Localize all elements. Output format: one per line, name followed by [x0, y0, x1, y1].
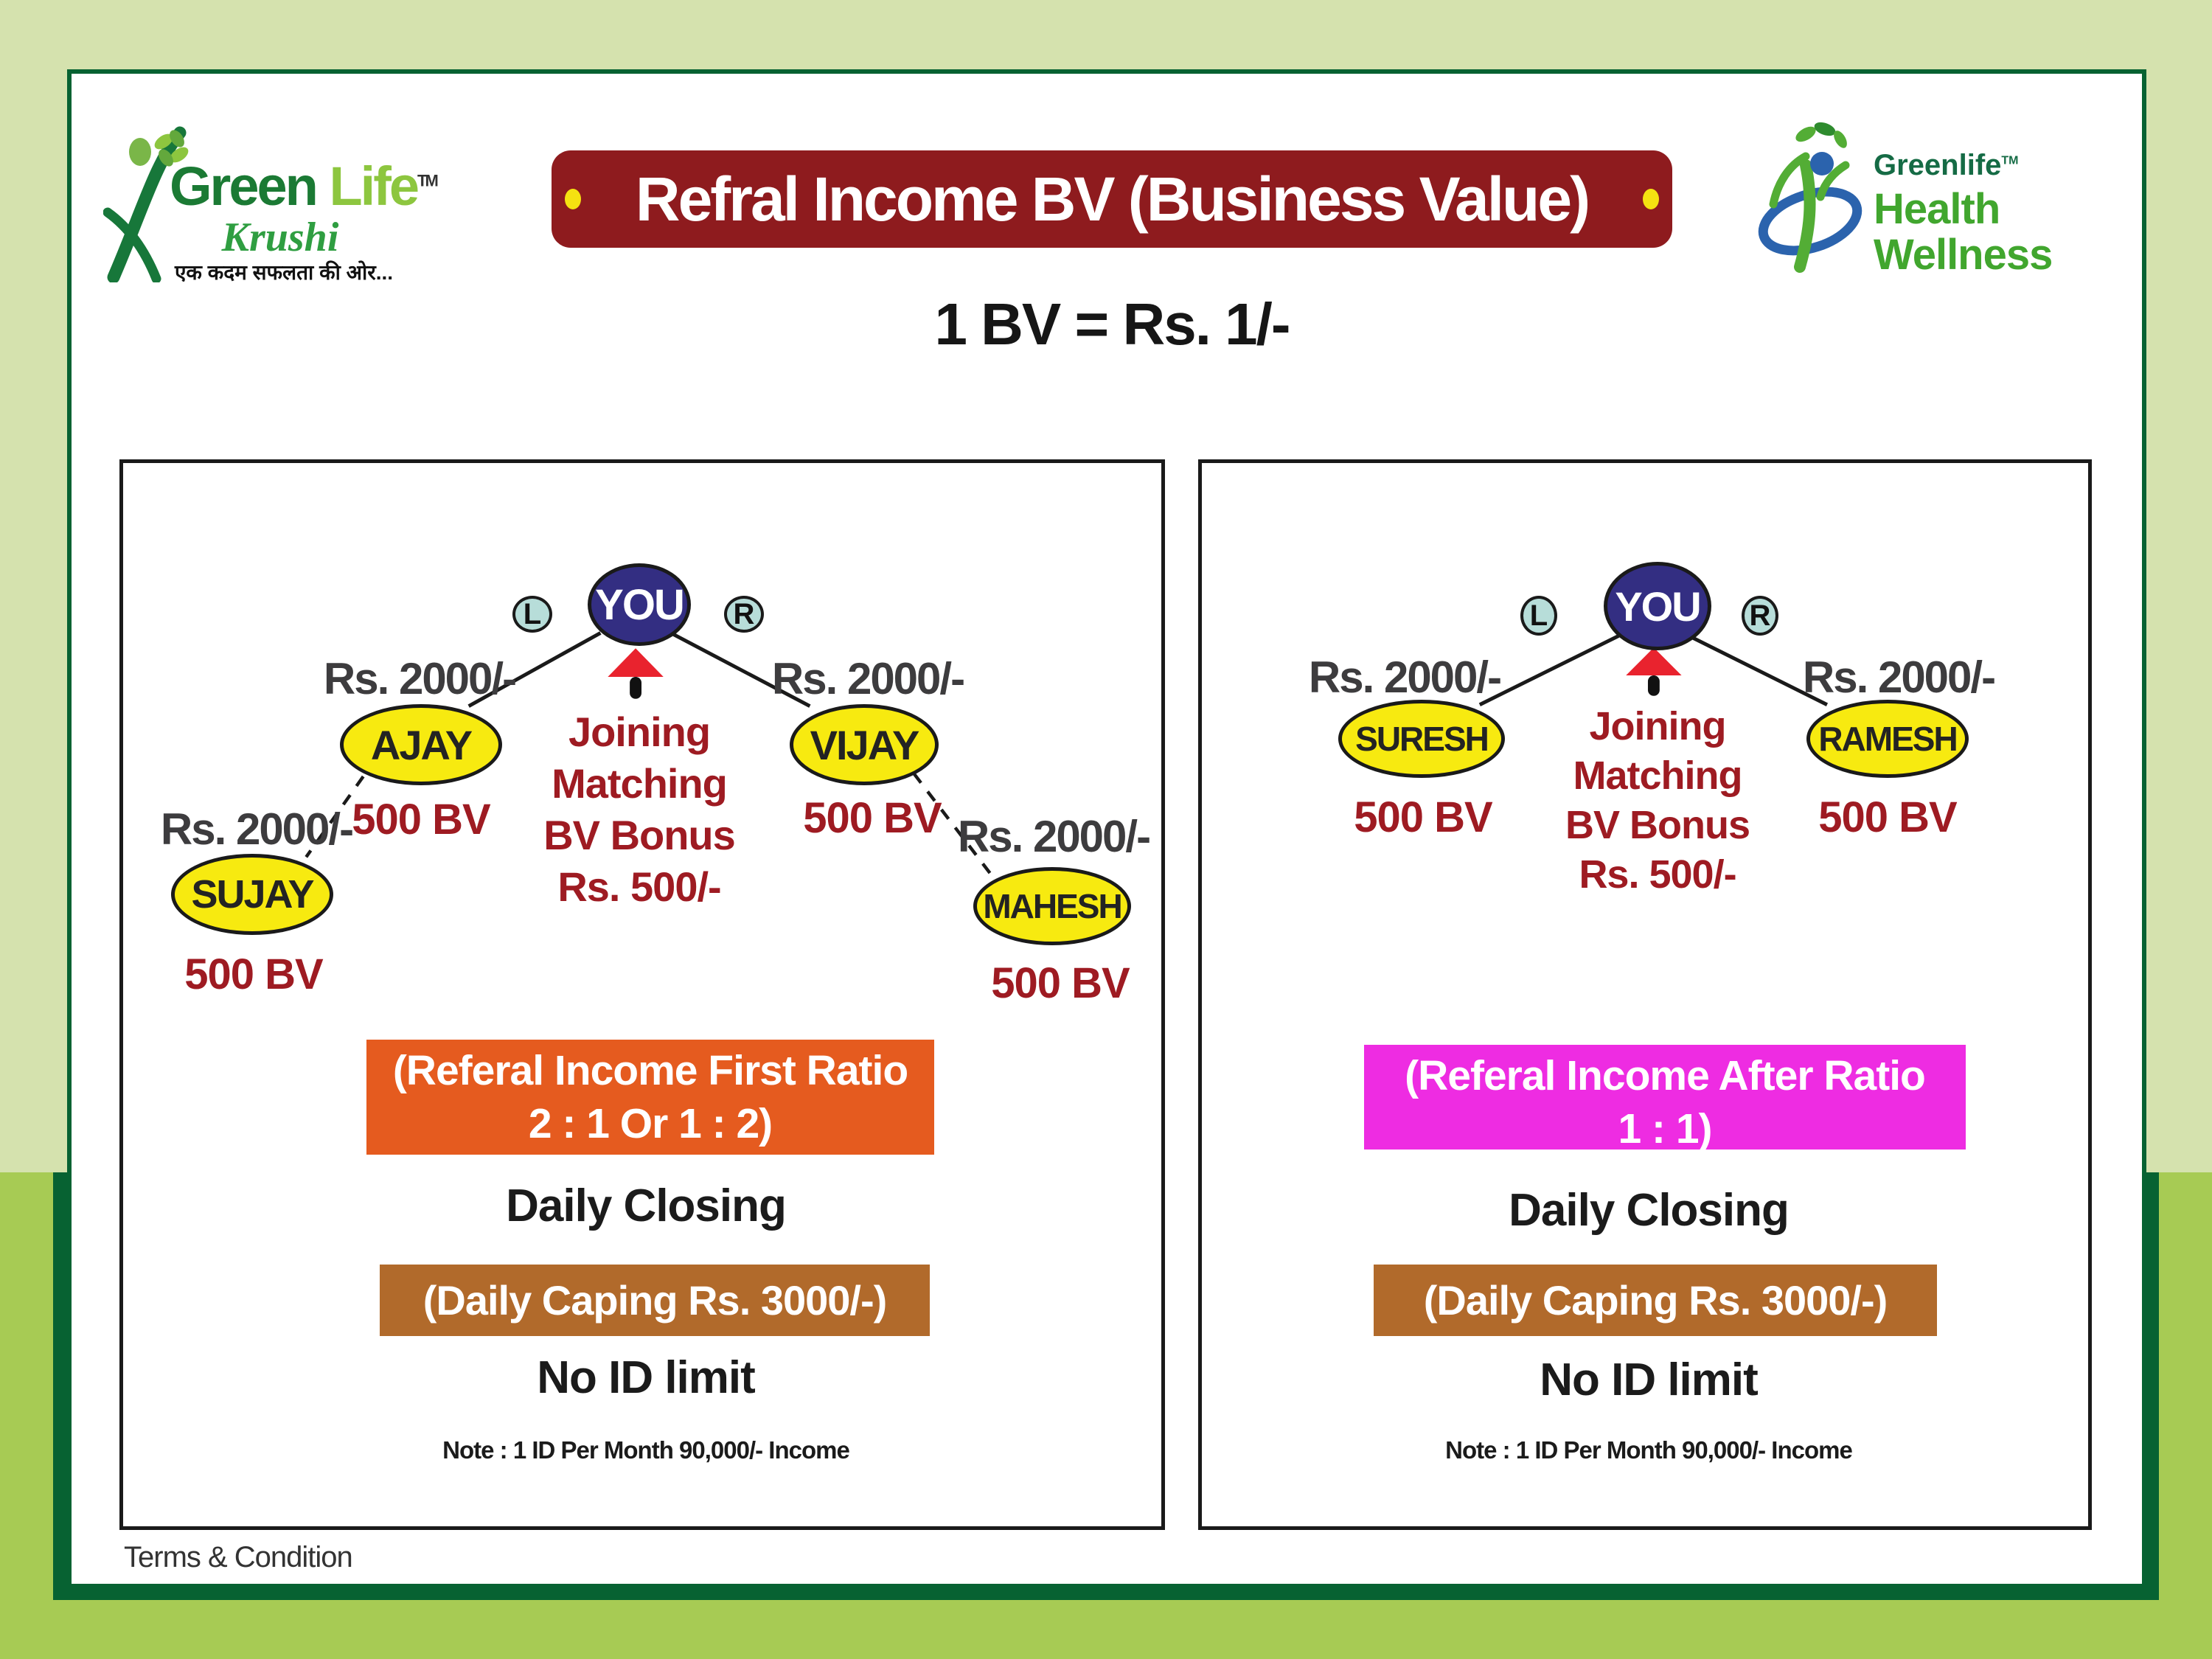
joining-line: Rs. 500/-	[1579, 852, 1736, 897]
right-logo-tm: TM	[2001, 154, 2019, 167]
bv-label: 500 BV	[352, 796, 490, 844]
left-logo-wordmark: Green LifeTM	[170, 155, 439, 218]
badge-left-leg: L	[1520, 596, 1557, 636]
ratio-line1: (Referal Income First Ratio	[392, 1047, 908, 1094]
ratio-line2: 1 : 1)	[1618, 1105, 1712, 1152]
badge-right-leg: R	[724, 596, 764, 633]
right-panel-after-ratio: YOU L R Rs. 2000/- Rs. 2000/- SURESH RAM…	[1198, 459, 2092, 1530]
tree-node-you: YOU	[588, 563, 691, 646]
right-logo-brand-text: Greenlife	[1874, 149, 2002, 181]
left-logo-tagline: एक कदम सफलता की ओर...	[174, 261, 394, 284]
amount-label: Rs. 2000/-	[957, 812, 1151, 861]
badge-left-leg: L	[512, 596, 552, 633]
no-id-limit-label: No ID limit	[1540, 1354, 1759, 1405]
daily-caping-banner: (Daily Caping Rs. 3000/-)	[380, 1265, 930, 1336]
amount-label: Rs. 2000/-	[160, 804, 354, 854]
ratio-line2: 2 : 1 Or 1 : 2)	[528, 1100, 773, 1147]
tree-node-vijay: VIJAY	[790, 704, 939, 785]
joining-line: Joining	[568, 709, 711, 755]
title-banner: Refral Income BV (Business Value)	[552, 150, 1672, 248]
left-logo-word-green: Green	[170, 156, 319, 217]
amount-label: Rs. 2000/-	[1802, 653, 1996, 702]
note-label: Note : 1 ID Per Month 90,000/- Income	[442, 1436, 850, 1464]
left-logo-tm: TM	[417, 171, 439, 190]
joining-arrow-icon	[1626, 647, 1682, 696]
left-panel-tree-lines	[305, 631, 992, 874]
no-id-limit-label: No ID limit	[537, 1352, 756, 1403]
left-panel-first-ratio: YOU L R Rs. 2000/- Rs. 2000/- Rs. 2000/-…	[119, 459, 1165, 1530]
title-dot-left-icon	[565, 189, 581, 209]
joining-line: Matching	[1573, 754, 1743, 798]
note-label: Note : 1 ID Per Month 90,000/- Income	[1445, 1436, 1853, 1464]
bv-label: 500 BV	[184, 950, 323, 998]
bv-label: 500 BV	[991, 959, 1130, 1007]
ratio-banner-first: (Referal Income First Ratio 2 : 1 Or 1 :…	[366, 1040, 934, 1155]
tree-node-sujay: SUJAY	[171, 854, 333, 935]
title-dot-right-icon	[1643, 189, 1659, 209]
daily-closing-label: Daily Closing	[1509, 1185, 1790, 1236]
right-logo-brand: GreenlifeTM	[1874, 149, 2019, 182]
amount-label: Rs. 2000/-	[323, 654, 517, 703]
greenlife-krushi-figure-icon	[103, 126, 189, 282]
joining-bonus-caption: Joining Matching BV Bonus Rs. 500/-	[492, 706, 787, 913]
bv-equation: 1 BV = Rs. 1/-	[934, 291, 1290, 357]
joining-line: BV Bonus	[1565, 803, 1750, 847]
joining-line: Rs. 500/-	[557, 863, 721, 910]
greenlife-health-wellness-logo: GreenlifeTM Health Wellness	[1757, 119, 2089, 282]
left-logo-word-life: Life	[329, 156, 420, 217]
tree-node-ramesh: RAMESH	[1806, 700, 1969, 778]
tree-node-ajay: AJAY	[340, 704, 502, 785]
joining-arrow-icon	[608, 648, 664, 699]
daily-closing-label: Daily Closing	[506, 1180, 787, 1231]
terms-and-condition: Terms & Condition	[124, 1541, 353, 1573]
ratio-line1: (Referal Income After Ratio	[1405, 1052, 1926, 1099]
joining-bonus-caption: Joining Matching BV Bonus Rs. 500/-	[1510, 702, 1805, 900]
bv-label: 500 BV	[1354, 793, 1492, 841]
bv-label: 500 BV	[803, 794, 942, 842]
ratio-banner-after: (Referal Income After Ratio 1 : 1)	[1364, 1045, 1966, 1152]
tree-node-mahesh: MAHESH	[973, 867, 1131, 945]
badge-right-leg: R	[1742, 596, 1778, 636]
page-title: Refral Income BV (Business Value)	[635, 164, 1590, 234]
tree-node-suresh: SURESH	[1338, 700, 1505, 778]
joining-line: Matching	[552, 760, 728, 807]
amount-label: Rs. 2000/-	[1308, 653, 1502, 702]
right-panel-tree-lines	[1478, 634, 1829, 706]
joining-line: BV Bonus	[543, 812, 736, 858]
right-logo-health: Health	[1874, 185, 2000, 233]
amount-label: Rs. 2000/-	[771, 654, 965, 703]
right-logo-wellness: Wellness	[1874, 231, 2053, 279]
left-logo-krushi: Krushi	[221, 215, 339, 260]
health-wellness-figure-icon	[1758, 122, 1863, 273]
bv-label: 500 BV	[1818, 793, 1957, 841]
daily-caping-banner: (Daily Caping Rs. 3000/-)	[1374, 1265, 1937, 1336]
joining-line: Joining	[1589, 704, 1727, 748]
tree-node-you: YOU	[1604, 562, 1711, 650]
greenlife-krushi-logo: Green LifeTM Krushi एक कदम सफलता की ओर..…	[103, 116, 439, 290]
